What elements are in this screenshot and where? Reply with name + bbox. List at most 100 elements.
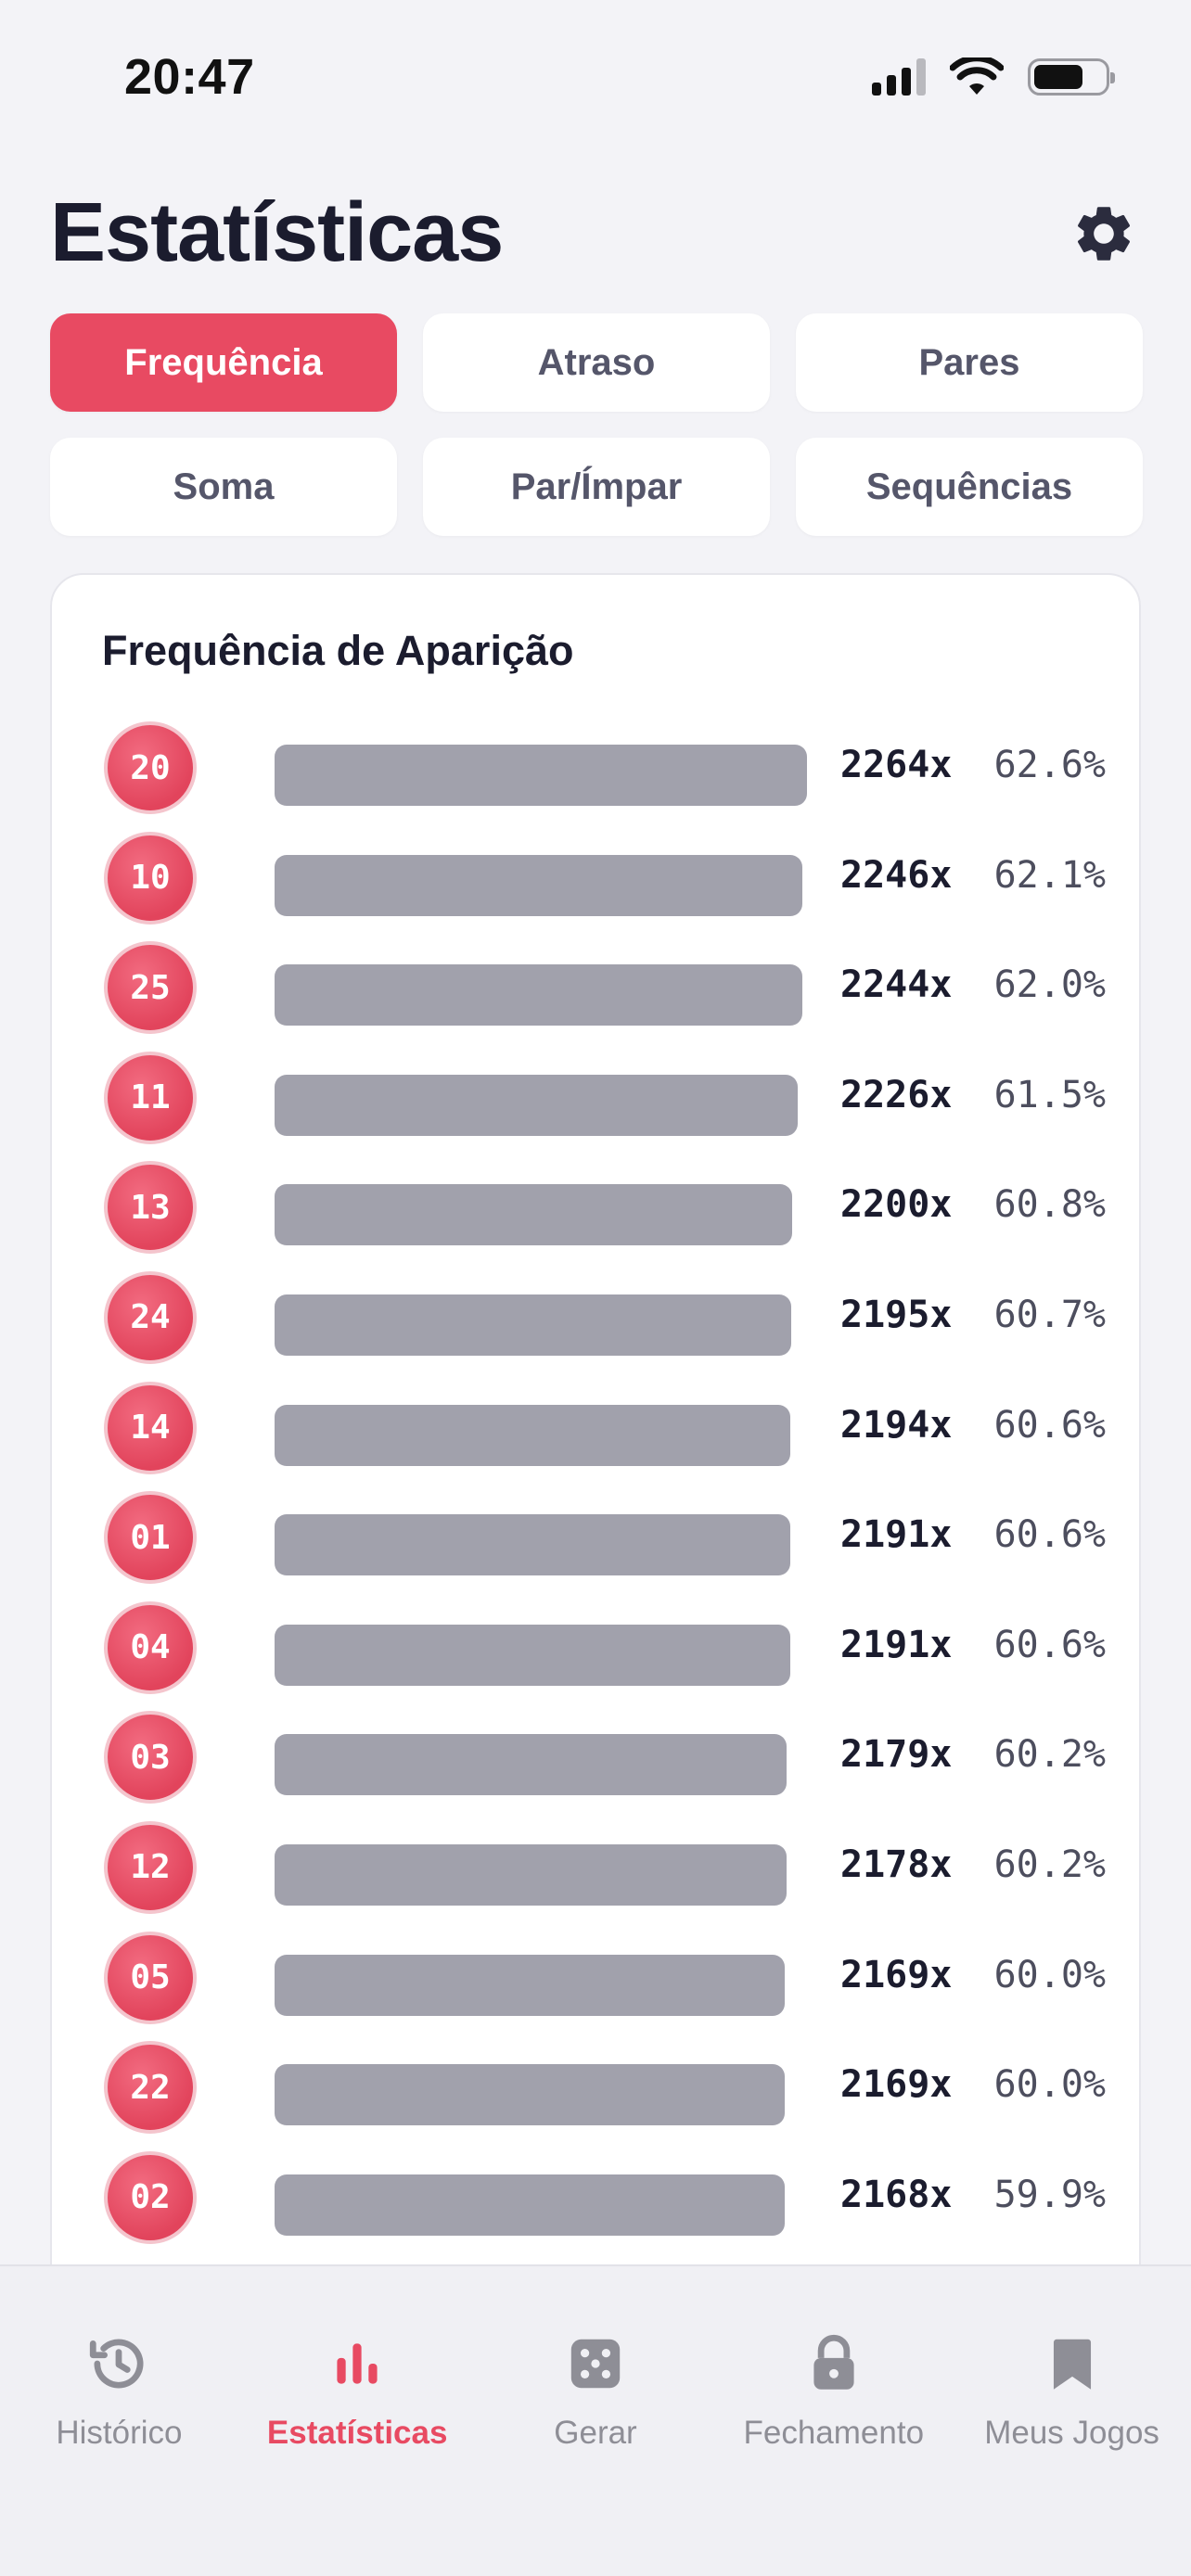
page-title: Estatísticas — [50, 186, 504, 279]
frequency-count: 2246x — [840, 853, 953, 897]
frequency-count: 2194x — [840, 1403, 953, 1447]
frequency-count: 2244x — [840, 963, 953, 1007]
lock-icon — [813, 2334, 854, 2390]
bookmark-icon — [1053, 2339, 1091, 2390]
tab-pares[interactable]: Pares — [796, 313, 1143, 412]
frequency-count: 2179x — [840, 1733, 953, 1777]
settings-button[interactable] — [1070, 200, 1137, 267]
frequency-count: 2178x — [840, 1843, 953, 1886]
frequency-bar-track — [275, 964, 807, 1027]
frequency-row: 01 2191x 60.6% — [102, 1486, 1113, 1596]
frequency-row: 13 2200x 60.8% — [102, 1155, 1113, 1266]
tab-soma[interactable]: Soma — [50, 438, 397, 536]
frequency-bar — [275, 1294, 791, 1356]
frequency-bar-track — [275, 1514, 807, 1576]
frequency-count: 2191x — [840, 1623, 953, 1666]
frequency-percent: 60.6% — [993, 1403, 1106, 1447]
frequency-bar-track — [275, 1843, 807, 1906]
nav-item-estatisticas[interactable]: Estatísticas — [238, 2266, 477, 2576]
number-ball: 01 — [104, 1491, 197, 1585]
nav-label: Fechamento — [743, 2415, 925, 2451]
frequency-row: 10 2246x 62.1% — [102, 826, 1113, 937]
frequency-bar-track — [275, 1624, 807, 1686]
frequency-bar-track — [275, 1734, 807, 1796]
frequency-percent: 62.0% — [993, 963, 1106, 1007]
nav-item-gerar[interactable]: Gerar — [477, 2266, 715, 2576]
wifi-icon — [950, 57, 1004, 95]
frequency-percent: 60.8% — [993, 1183, 1106, 1227]
frequency-count: 2169x — [840, 1953, 953, 1996]
status-bar: 20:47 — [0, 0, 1191, 148]
frequency-count: 2226x — [840, 1073, 953, 1116]
frequency-percent: 60.0% — [993, 2063, 1106, 2107]
number-ball: 25 — [104, 941, 197, 1035]
number-ball: 12 — [104, 1820, 197, 1914]
nav-item-fechamento[interactable]: Fechamento — [714, 2266, 953, 2576]
number-ball: 03 — [104, 1711, 197, 1804]
frequency-row: 14 2194x 60.6% — [102, 1376, 1113, 1486]
frequency-bar-track — [275, 1404, 807, 1466]
frequency-bar — [275, 2174, 785, 2236]
frequency-card: Frequência de Aparição 20 2264x 62.6% 10 224… — [50, 573, 1141, 2335]
tab-sequencias[interactable]: Sequências — [796, 438, 1143, 536]
stats-tabs: Frequência Atraso Pares Soma Par/Ímpar S… — [50, 313, 1143, 536]
nav-label: Estatísticas — [266, 2415, 448, 2451]
frequency-count: 2195x — [840, 1293, 953, 1336]
nav-label: Gerar — [554, 2415, 637, 2451]
frequency-row: 05 2169x 60.0% — [102, 1926, 1113, 2036]
gear-icon — [1077, 207, 1131, 261]
frequency-row: 11 2226x 61.5% — [102, 1046, 1113, 1156]
frequency-percent: 62.1% — [993, 853, 1106, 897]
number-ball: 02 — [104, 2150, 197, 2244]
frequency-count: 2168x — [840, 2173, 953, 2216]
number-ball: 22 — [104, 2041, 197, 2135]
frequency-count: 2200x — [840, 1183, 953, 1227]
frequency-percent: 60.7% — [993, 1293, 1106, 1336]
frequency-row: 25 2244x 62.0% — [102, 936, 1113, 1046]
bar-chart-icon — [337, 2343, 378, 2384]
frequency-bar-track — [275, 1954, 807, 2016]
number-ball: 10 — [104, 831, 197, 925]
number-ball: 13 — [104, 1161, 197, 1255]
card-title: Frequência de Aparição — [102, 627, 574, 674]
frequency-row: 02 2168x 59.9% — [102, 2146, 1113, 2256]
number-ball: 14 — [104, 1381, 197, 1474]
number-ball: 20 — [104, 721, 197, 814]
frequency-count: 2191x — [840, 1513, 953, 1557]
frequency-row: 12 2178x 60.2% — [102, 1816, 1113, 1926]
history-icon — [90, 2339, 144, 2389]
frequency-row: 04 2191x 60.6% — [102, 1596, 1113, 1706]
frequency-percent: 60.0% — [993, 1953, 1106, 1996]
frequency-percent: 60.6% — [993, 1513, 1106, 1557]
frequency-count: 2169x — [840, 2063, 953, 2107]
number-ball: 11 — [104, 1051, 197, 1144]
nav-item-meus-jogos[interactable]: Meus Jogos — [953, 2266, 1191, 2576]
frequency-bar — [275, 964, 802, 1027]
frequency-percent: 60.6% — [993, 1623, 1106, 1666]
nav-label: Histórico — [56, 2415, 183, 2451]
frequency-bar-track — [275, 2064, 807, 2126]
tab-par-impar[interactable]: Par/Ímpar — [423, 438, 770, 536]
number-ball: 05 — [104, 1931, 197, 2024]
frequency-bar — [275, 1074, 799, 1136]
frequency-bar — [275, 1184, 792, 1246]
frequency-bar-track — [275, 2174, 807, 2236]
cellular-signal-icon — [872, 58, 926, 96]
dice-icon — [570, 2339, 621, 2389]
number-ball: 04 — [104, 1600, 197, 1694]
frequency-row: 20 2264x 62.6% — [102, 716, 1113, 826]
frequency-row: 24 2195x 60.7% — [102, 1266, 1113, 1376]
nav-label: Meus Jogos — [984, 2415, 1159, 2451]
tab-frequencia[interactable]: Frequência — [50, 313, 397, 412]
frequency-bar — [275, 1514, 790, 1576]
frequency-row: 03 2179x 60.2% — [102, 1705, 1113, 1816]
frequency-percent: 60.2% — [993, 1843, 1106, 1886]
status-time: 20:47 — [124, 49, 255, 105]
frequency-bar — [275, 1954, 785, 2016]
bottom-tab-bar: Histórico Estatísticas Gerar Fechamento — [0, 2264, 1191, 2576]
nav-item-historico[interactable]: Histórico — [0, 2266, 238, 2576]
tab-atraso[interactable]: Atraso — [423, 313, 770, 412]
frequency-list[interactable]: 20 2264x 62.6% 10 2246x 62.1% 25 2244x 62.0% 11 22… — [102, 716, 1113, 2255]
frequency-bar-track — [275, 745, 807, 806]
frequency-bar — [275, 1843, 788, 1906]
